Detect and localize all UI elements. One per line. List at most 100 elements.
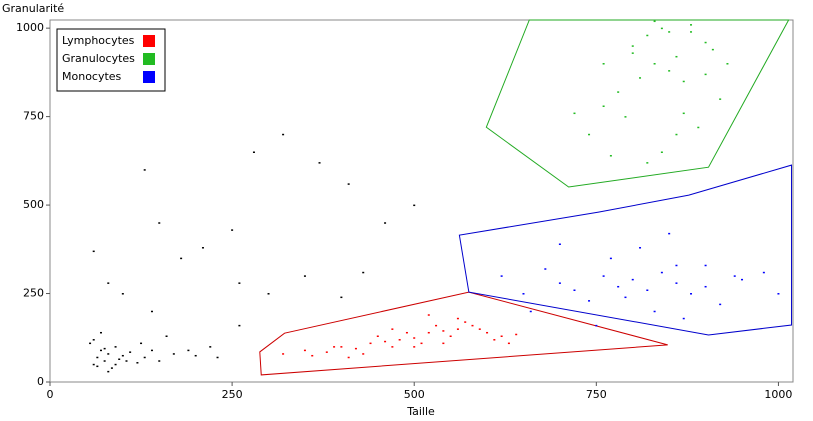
point xyxy=(376,335,379,337)
point xyxy=(420,342,423,345)
plot-frame xyxy=(49,19,794,383)
point xyxy=(690,24,693,26)
point xyxy=(500,335,503,337)
point xyxy=(486,331,489,334)
point xyxy=(653,310,656,313)
point xyxy=(631,45,634,47)
point xyxy=(624,296,627,299)
y-tick-label: 250 xyxy=(23,287,44,300)
point xyxy=(413,346,416,348)
point xyxy=(92,250,95,253)
point xyxy=(384,340,387,343)
point xyxy=(347,183,350,185)
point xyxy=(107,370,110,373)
point xyxy=(617,285,620,288)
point xyxy=(558,282,561,284)
point xyxy=(617,91,620,93)
gate xyxy=(259,291,668,376)
point xyxy=(668,70,671,72)
x-tick-label: 1000 xyxy=(764,388,792,401)
point xyxy=(762,271,765,274)
point xyxy=(639,247,642,249)
point xyxy=(777,293,780,295)
point xyxy=(500,275,503,277)
point xyxy=(318,162,321,164)
point xyxy=(114,363,117,366)
point xyxy=(121,354,124,357)
point xyxy=(103,360,106,362)
point xyxy=(231,229,234,231)
point xyxy=(442,342,445,345)
point xyxy=(303,275,306,277)
point xyxy=(362,353,365,355)
point xyxy=(435,324,438,327)
x-tick-label: 500 xyxy=(404,388,425,401)
point xyxy=(602,63,605,65)
point xyxy=(201,247,204,249)
point xyxy=(522,293,525,295)
point xyxy=(449,335,452,337)
point xyxy=(96,356,99,359)
point xyxy=(107,282,110,284)
point xyxy=(646,289,649,291)
point xyxy=(333,346,336,348)
point xyxy=(595,324,598,327)
point xyxy=(413,204,416,207)
y-axis-label: Granularité xyxy=(2,2,64,15)
point xyxy=(668,232,671,235)
point xyxy=(143,356,146,359)
point xyxy=(96,365,99,368)
point xyxy=(267,293,270,295)
point xyxy=(478,328,481,330)
point xyxy=(110,367,113,369)
y-tick-label: 0 xyxy=(37,375,44,388)
point xyxy=(726,63,729,65)
point xyxy=(92,363,95,366)
point xyxy=(238,282,241,284)
point xyxy=(653,20,656,23)
point xyxy=(140,342,143,345)
point xyxy=(682,80,685,83)
point xyxy=(99,331,102,334)
point xyxy=(602,275,605,277)
point xyxy=(238,324,241,327)
gate xyxy=(485,19,790,188)
point xyxy=(165,335,168,337)
point xyxy=(624,116,627,118)
point xyxy=(340,296,343,299)
point xyxy=(143,169,146,171)
point xyxy=(180,257,183,260)
point xyxy=(631,278,634,281)
point xyxy=(118,358,121,360)
point xyxy=(398,339,401,341)
point xyxy=(464,321,467,323)
point xyxy=(456,328,459,330)
point xyxy=(172,353,175,355)
point xyxy=(733,275,736,277)
point xyxy=(602,105,605,107)
y-tick-label: 750 xyxy=(23,110,44,123)
point xyxy=(711,48,714,51)
point xyxy=(719,303,722,306)
point xyxy=(675,282,678,284)
point xyxy=(103,347,106,350)
point xyxy=(682,317,685,320)
point xyxy=(515,333,518,336)
point xyxy=(303,349,306,352)
point xyxy=(252,151,255,153)
point xyxy=(121,293,124,295)
point xyxy=(741,278,744,281)
point xyxy=(573,112,576,115)
point xyxy=(660,151,663,153)
point xyxy=(125,360,128,362)
point xyxy=(347,356,350,359)
point xyxy=(704,264,707,267)
point xyxy=(704,41,707,44)
legend-swatch xyxy=(143,35,155,47)
point xyxy=(136,362,139,364)
point xyxy=(609,257,612,260)
point xyxy=(209,346,212,348)
point xyxy=(682,112,685,115)
point xyxy=(427,314,430,316)
